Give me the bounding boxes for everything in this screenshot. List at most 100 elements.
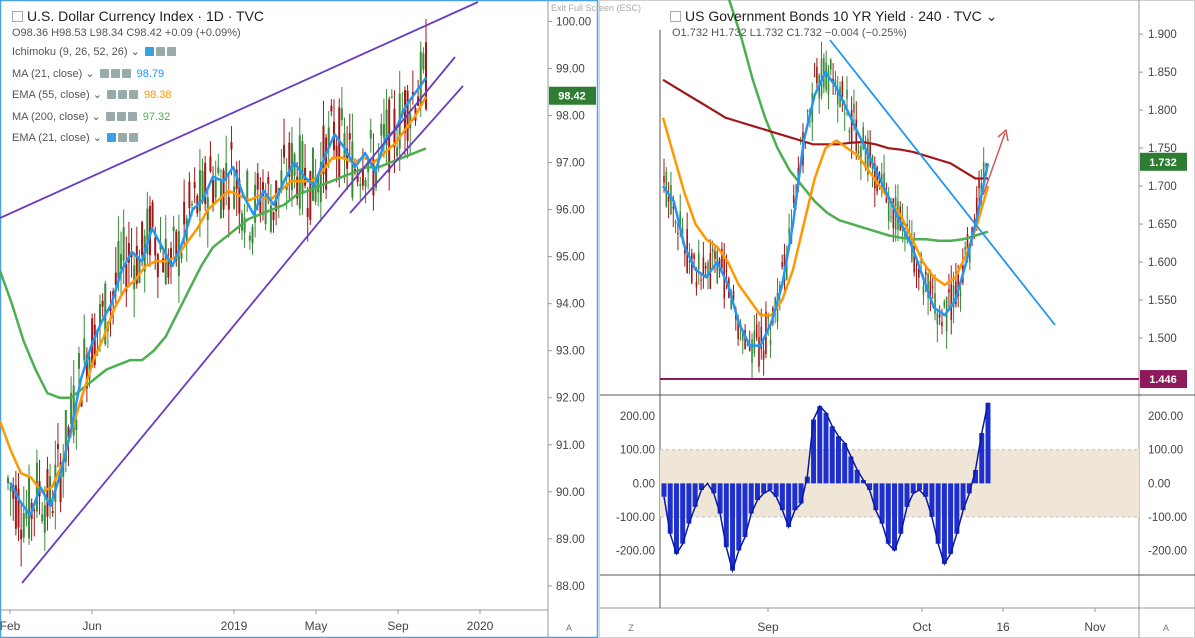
candle-body bbox=[70, 392, 73, 425]
candle-body bbox=[890, 216, 892, 218]
candle-body bbox=[785, 253, 788, 280]
ma200-line bbox=[0, 147, 427, 399]
candle-body bbox=[737, 317, 739, 340]
candle-body bbox=[860, 145, 862, 164]
candle-body bbox=[120, 253, 123, 270]
candle-body bbox=[125, 263, 128, 292]
candle-body bbox=[114, 272, 117, 285]
candle-body bbox=[700, 279, 702, 281]
candle-body bbox=[93, 324, 96, 366]
settings-icon[interactable] bbox=[117, 90, 127, 99]
candle-body bbox=[672, 206, 675, 209]
candle-body bbox=[681, 229, 684, 235]
candle-body bbox=[219, 181, 222, 219]
candle-body bbox=[319, 161, 322, 203]
candle-body bbox=[56, 444, 59, 450]
candle-body bbox=[716, 250, 719, 283]
indicator-row[interactable]: Ichimoku (9, 26, 52, 26) ⌄ bbox=[12, 42, 176, 64]
candle-body bbox=[127, 243, 130, 263]
candle-body bbox=[359, 184, 362, 186]
indicator-row[interactable]: MA (200, close) ⌄ 97.32 bbox=[12, 107, 176, 129]
candle-body bbox=[49, 476, 52, 507]
projection-arrow bbox=[982, 132, 1006, 196]
ema55-line bbox=[661, 117, 990, 317]
y-tick-label-left: 0.00 bbox=[633, 478, 655, 490]
candle-body bbox=[117, 241, 120, 280]
candle-body bbox=[356, 173, 359, 182]
close-icon[interactable] bbox=[128, 90, 138, 99]
candle-body bbox=[836, 88, 839, 105]
eye-icon[interactable] bbox=[106, 133, 116, 142]
x-tick-label: Feb bbox=[0, 619, 21, 633]
indicator-row[interactable]: EMA (55, close) ⌄ 98.38 bbox=[12, 85, 176, 107]
candle-body bbox=[99, 304, 102, 326]
settings-icon[interactable] bbox=[117, 133, 127, 142]
settings-icon[interactable] bbox=[155, 47, 165, 56]
close-icon[interactable] bbox=[128, 133, 138, 142]
candle-body bbox=[862, 127, 865, 149]
candle-body bbox=[214, 176, 217, 198]
close-icon[interactable] bbox=[121, 68, 131, 78]
y-tick-label: -100.00 bbox=[1148, 512, 1187, 524]
candle-body bbox=[154, 237, 157, 256]
candle-body bbox=[375, 169, 378, 188]
left-chart-title[interactable]: U.S. Dollar Currency Index · 1D · TVC bbox=[12, 8, 264, 24]
candle-body bbox=[975, 198, 978, 219]
candle-body bbox=[823, 57, 825, 88]
eye-icon[interactable] bbox=[106, 90, 116, 99]
y-tick-label: 98.00 bbox=[556, 110, 585, 122]
candle-body bbox=[869, 144, 871, 167]
left-ohlc: O98.36 H98.53 L98.34 C98.42 +0.09 (+0.09… bbox=[12, 27, 241, 39]
candle-body bbox=[892, 198, 895, 229]
close-icon[interactable] bbox=[166, 47, 176, 56]
indicator-value: 97.32 bbox=[142, 110, 171, 123]
eye-icon[interactable] bbox=[105, 111, 115, 121]
close-icon[interactable] bbox=[127, 111, 137, 121]
candle-body bbox=[857, 151, 860, 154]
y-tick-label: 1.600 bbox=[1148, 257, 1177, 269]
candle-body bbox=[887, 202, 890, 222]
candle-body bbox=[348, 133, 351, 140]
y-tick-label: 1.650 bbox=[1148, 219, 1177, 231]
candle-body bbox=[212, 179, 215, 204]
candle-body bbox=[781, 261, 783, 268]
candle-body bbox=[33, 510, 36, 512]
settings-icon[interactable] bbox=[110, 68, 120, 78]
candle-body bbox=[966, 233, 969, 253]
candle-body bbox=[122, 227, 125, 261]
indicator-row[interactable]: MA (21, close) ⌄ 98.79 bbox=[12, 64, 176, 86]
candle-body bbox=[193, 182, 196, 189]
right-chart-title[interactable]: US Government Bonds 10 YR Yield · 240 · … bbox=[670, 8, 997, 25]
arrow-head-icon bbox=[997, 128, 1009, 142]
lower-trendline bbox=[21, 56, 456, 584]
y-tick-label: 91.00 bbox=[556, 440, 585, 452]
chevron-down-icon[interactable]: ⌄ bbox=[981, 8, 998, 24]
candle-body bbox=[950, 284, 953, 321]
indicator-row[interactable]: EMA (21, close) ⌄ bbox=[12, 128, 176, 150]
candle-body bbox=[146, 208, 149, 255]
y-tick-label: 1.900 bbox=[1148, 29, 1177, 41]
eye-icon[interactable] bbox=[99, 68, 109, 78]
settings-icon[interactable] bbox=[116, 111, 126, 121]
candle-body bbox=[690, 253, 693, 283]
candle-body bbox=[674, 221, 677, 224]
candle-body bbox=[827, 70, 830, 95]
candle-body bbox=[667, 196, 670, 202]
support-level-label-bg bbox=[1140, 370, 1187, 389]
collapse-icon[interactable] bbox=[670, 11, 681, 22]
candle-body bbox=[934, 293, 936, 314]
cci-line bbox=[663, 402, 989, 574]
y-tick-label: 92.00 bbox=[556, 393, 585, 405]
candle-body bbox=[721, 248, 723, 268]
indicator-label: MA (21, close) ⌄ bbox=[12, 67, 98, 80]
candle-body bbox=[109, 306, 112, 312]
exit-full-screen-hint[interactable]: Exit Full Screen (ESC) bbox=[551, 3, 642, 13]
candle-body bbox=[904, 233, 906, 239]
y-tick-label: 1.750 bbox=[1148, 143, 1177, 155]
eye-icon[interactable] bbox=[144, 47, 154, 56]
collapse-icon[interactable] bbox=[12, 11, 23, 22]
candle-body bbox=[85, 355, 88, 389]
candle-body bbox=[670, 184, 672, 215]
candle-body bbox=[762, 350, 765, 360]
